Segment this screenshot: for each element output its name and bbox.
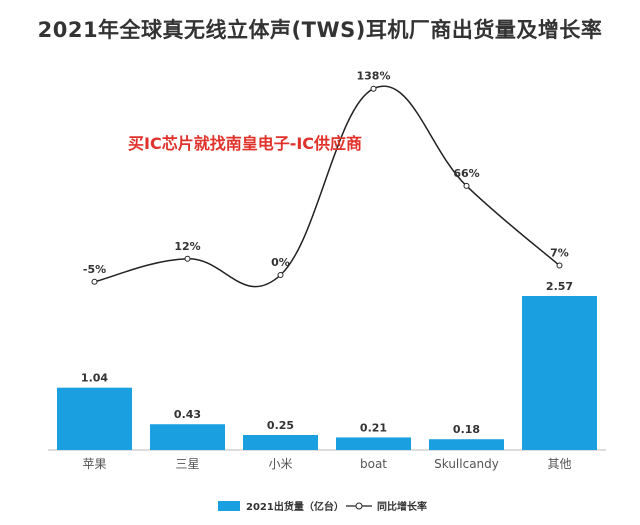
x-tick-group: 苹果 三星 小米 boat Skullcandy 其他 [82,457,571,471]
growth-point-group: -5% 12% 0% 138% 66% 7% [83,70,569,285]
growth-point-2 [277,272,284,278]
bar-value-label-2: 0.25 [267,419,294,432]
growth-value-label-0: -5% [83,263,106,276]
growth-point-4 [463,182,470,189]
x-tick-label-3: boat [360,457,387,471]
bar-value-label-0: 1.04 [81,372,108,385]
x-tick-label-1: 三星 [175,457,199,471]
growth-value-label-4: 66% [453,167,479,180]
growth-value-label-5: 7% [550,247,569,260]
bar-1 [150,424,225,450]
bar-value-label-5: 2.57 [546,280,573,293]
legend-label-shipments: 2021出货量（亿台） [246,500,344,513]
growth-rate-line [94,85,560,288]
legend: 2021出货量（亿台） 同比增长率 [218,500,427,513]
bar-value-label-3: 0.21 [360,421,387,434]
x-tick-label-5: 其他 [547,457,571,471]
growth-point-0 [91,278,98,285]
growth-value-label-2: 0% [271,256,290,269]
legend-swatch-growth-marker [355,502,363,510]
bar-0 [57,387,132,450]
growth-point-3 [370,85,377,92]
watermark: 买IC芯片就找南皇电子-IC供应商 [128,134,363,153]
growth-point-5 [556,262,563,269]
bar-3 [336,437,411,450]
growth-value-label-3: 138% [357,70,391,83]
x-tick-label-2: 小米 [268,457,292,471]
legend-label-growth: 同比增长率 [377,500,427,513]
growth-value-label-1: 12% [174,240,200,253]
bar-4 [429,439,504,450]
bar-series: 1.04 0.43 0.25 0.21 0.18 2.57 [57,280,597,450]
x-tick-label-0: 苹果 [82,457,106,471]
bar-2 [243,435,318,450]
chart-title: 2021年全球真无线立体声(TWS)耳机厂商出货量及增长率 [37,18,603,42]
bar-value-label-4: 0.18 [453,423,480,436]
legend-swatch-shipments [218,501,240,511]
growth-point-1 [184,255,191,262]
bar-value-label-1: 0.43 [174,408,201,421]
x-tick-label-4: Skullcandy [434,457,499,471]
bar-5 [522,296,597,450]
